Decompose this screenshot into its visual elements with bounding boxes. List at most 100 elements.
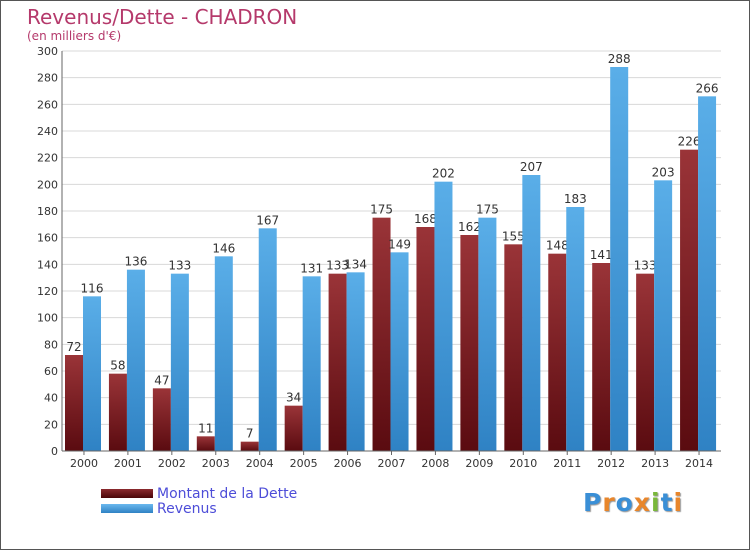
data-label-revenue: 203: [652, 165, 675, 179]
data-label-revenue: 131: [300, 261, 323, 275]
data-label-revenue: 149: [388, 237, 411, 251]
bar-revenue: [302, 276, 321, 451]
data-label-revenue: 183: [564, 192, 587, 206]
data-label-debt: 175: [370, 203, 393, 217]
y-tick-label: 160: [37, 232, 58, 245]
y-tick-label: 0: [51, 445, 58, 458]
bar-debt: [592, 263, 611, 451]
x-tick-label: 2008: [421, 457, 449, 470]
data-label-debt: 34: [286, 391, 301, 405]
chart-subtitle: (en milliers d'€): [27, 29, 122, 43]
data-label-revenue: 288: [608, 52, 631, 66]
bar-revenue: [346, 272, 365, 451]
bar-debt: [196, 436, 215, 451]
data-label-debt: 226: [678, 135, 701, 149]
legend-label-revenue: Revenus: [157, 501, 217, 517]
bar-revenue: [214, 256, 233, 451]
y-tick-label: 180: [37, 205, 58, 218]
data-label-debt: 168: [414, 212, 437, 226]
bar-revenue: [170, 273, 189, 451]
data-label-debt: 148: [546, 239, 569, 253]
bar-revenue: [478, 217, 497, 451]
y-tick-label: 200: [37, 178, 58, 191]
data-label-revenue: 175: [476, 203, 499, 217]
data-label-debt: 133: [326, 259, 349, 273]
bar-debt: [108, 373, 127, 451]
data-label-revenue: 207: [520, 160, 543, 174]
bar-debt: [416, 227, 435, 451]
bar-revenue: [698, 96, 717, 451]
bar-debt: [460, 235, 479, 451]
x-tick-label: 2013: [641, 457, 669, 470]
bar-debt: [240, 441, 259, 451]
y-tick-label: 60: [44, 365, 58, 378]
data-label-debt: 72: [66, 340, 81, 354]
logo-letter: t: [660, 488, 674, 517]
logo-letter: i: [673, 488, 684, 517]
data-label-debt: 58: [110, 359, 125, 373]
data-label-debt: 155: [502, 229, 525, 243]
legend-swatch-revenue: [101, 504, 153, 513]
data-label-debt: 7: [246, 427, 254, 441]
y-tick-label: 220: [37, 152, 58, 165]
y-tick-label: 140: [37, 258, 58, 271]
legend-swatch-debt: [101, 489, 153, 498]
data-label-debt: 141: [590, 248, 613, 262]
x-tick-label: 2003: [202, 457, 230, 470]
y-tick-label: 100: [37, 312, 58, 325]
bar-debt: [65, 355, 83, 451]
legend-label-debt: Montant de la Dette: [157, 486, 298, 502]
logo-letter: P: [583, 488, 603, 517]
bar-debt: [284, 405, 303, 451]
data-label-debt: 11: [198, 421, 213, 435]
x-tick-label: 2001: [114, 457, 142, 470]
bar-revenue: [522, 175, 541, 451]
bar-revenue: [126, 269, 145, 451]
data-label-revenue: 202: [432, 167, 455, 181]
x-tick-label: 2010: [509, 457, 537, 470]
data-label-revenue: 167: [256, 213, 279, 227]
bar-debt: [504, 244, 523, 451]
logo-letter: r: [602, 488, 616, 517]
x-tick-label: 2014: [685, 457, 713, 470]
data-label-revenue: 116: [81, 281, 104, 295]
bar-revenue: [258, 228, 277, 451]
x-tick-label: 2000: [70, 457, 98, 470]
data-label-debt: 47: [154, 373, 169, 387]
data-label-revenue: 136: [124, 255, 147, 269]
x-tick-label: 2012: [597, 457, 625, 470]
bar-revenue: [610, 67, 629, 451]
bar-debt: [372, 217, 391, 451]
y-tick-label: 260: [37, 98, 58, 111]
proxiti-logo: Proxiti: [583, 488, 683, 517]
chart-title: Revenus/Dette - CHADRON: [27, 5, 298, 29]
bar-debt: [328, 273, 347, 451]
y-tick-label: 80: [44, 338, 58, 351]
bar-revenue: [390, 252, 409, 451]
x-tick-label: 2007: [378, 457, 406, 470]
bar-debt: [636, 273, 655, 451]
logo-letter: i: [651, 488, 661, 517]
data-label-revenue: 134: [344, 257, 367, 271]
data-label-revenue: 146: [212, 241, 235, 255]
data-label-debt: 162: [458, 220, 481, 234]
x-tick-label: 2002: [158, 457, 186, 470]
logo-letter: o: [615, 488, 634, 517]
bar-revenue: [654, 180, 673, 452]
y-tick-label: 40: [44, 392, 58, 405]
data-label-revenue: 133: [168, 259, 191, 273]
bar-debt: [152, 388, 171, 451]
x-tick-label: 2006: [334, 457, 362, 470]
x-tick-label: 2005: [290, 457, 318, 470]
axes: 0 20 40 60 80 100 120 140 160 180 200 220 240 260 280 3…: [37, 45, 721, 470]
bar-debt: [680, 149, 699, 451]
bar-debt: [548, 253, 567, 451]
x-tick-label: 2009: [465, 457, 493, 470]
x-tick-label: 2004: [246, 457, 274, 470]
bar-revenue: [83, 296, 101, 451]
data-label-revenue: 266: [696, 81, 719, 95]
data-label-debt: 133: [634, 259, 657, 273]
